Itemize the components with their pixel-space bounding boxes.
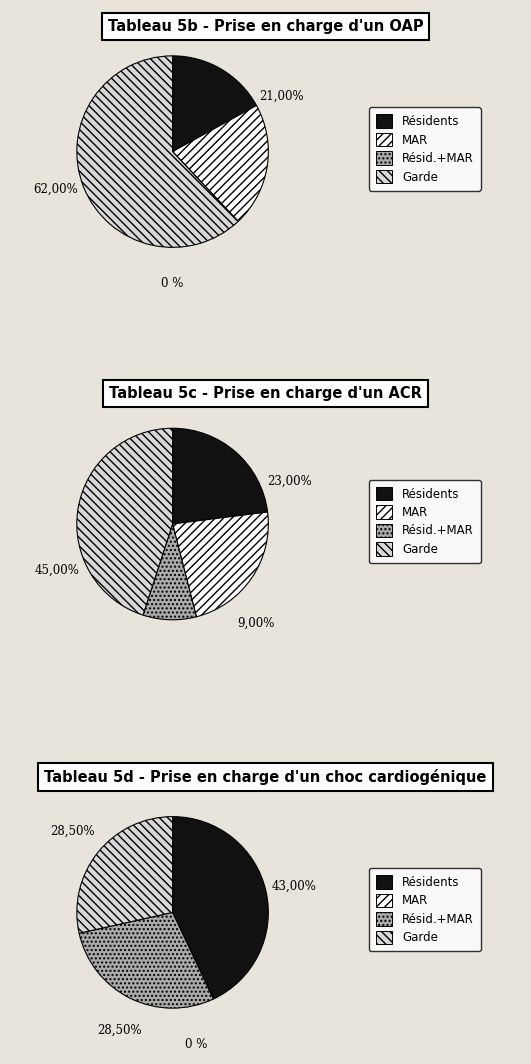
Text: 62,00%: 62,00%	[33, 183, 79, 196]
Text: 9,00%: 9,00%	[237, 616, 275, 630]
Wedge shape	[77, 817, 173, 933]
Wedge shape	[173, 817, 268, 999]
Legend: Résidents, MAR, Résid.+MAR, Garde: Résidents, MAR, Résid.+MAR, Garde	[369, 480, 481, 563]
Legend: Résidents, MAR, Résid.+MAR, Garde: Résidents, MAR, Résid.+MAR, Garde	[369, 868, 481, 951]
Wedge shape	[173, 56, 256, 152]
Text: 21,00%: 21,00%	[260, 89, 304, 102]
Legend: Résidents, MAR, Résid.+MAR, Garde: Résidents, MAR, Résid.+MAR, Garde	[369, 107, 481, 190]
Wedge shape	[79, 913, 213, 1009]
Wedge shape	[173, 429, 268, 525]
Wedge shape	[77, 56, 238, 247]
Text: 28,50%: 28,50%	[98, 1024, 142, 1037]
Wedge shape	[143, 525, 196, 619]
Wedge shape	[173, 105, 268, 221]
Text: 43,00%: 43,00%	[272, 880, 317, 893]
Wedge shape	[77, 429, 173, 615]
Text: 0 %: 0 %	[185, 1038, 208, 1051]
Text: Tableau 5b - Prise en charge d'un OAP: Tableau 5b - Prise en charge d'un OAP	[108, 19, 423, 34]
Wedge shape	[173, 152, 238, 221]
Text: Tableau 5d - Prise en charge d'un choc cardiogénique: Tableau 5d - Prise en charge d'un choc c…	[44, 768, 487, 785]
Wedge shape	[173, 512, 268, 617]
Text: 23,00%: 23,00%	[175, 396, 220, 409]
Text: Tableau 5c - Prise en charge d'un ACR: Tableau 5c - Prise en charge d'un ACR	[109, 386, 422, 401]
Wedge shape	[173, 913, 213, 999]
Text: 17,00%: 17,00%	[168, 23, 213, 37]
Text: 45,00%: 45,00%	[35, 564, 80, 577]
Text: 23,00%: 23,00%	[267, 475, 312, 488]
Text: 0 %: 0 %	[161, 278, 184, 290]
Text: 28,50%: 28,50%	[50, 825, 95, 837]
